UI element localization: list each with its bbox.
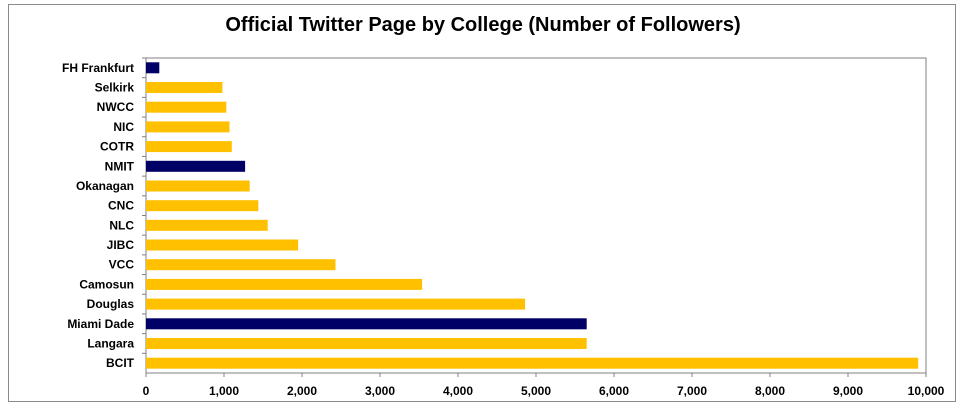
- x-tick-label: 2,000: [287, 384, 317, 398]
- x-tick-label: 9,000: [833, 384, 863, 398]
- bar: [146, 180, 250, 192]
- category-label: NMIT: [105, 159, 135, 173]
- bar: [146, 160, 246, 172]
- bar: [146, 318, 587, 330]
- bar: [146, 239, 299, 251]
- category-label: FH Frankfurt: [62, 61, 134, 75]
- x-tick-label: 1,000: [209, 384, 239, 398]
- category-label: Camosun: [79, 277, 134, 291]
- bar: [146, 219, 268, 231]
- x-tick-label: 0: [143, 384, 150, 398]
- category-label: Douglas: [87, 297, 135, 311]
- x-tick-label: 10,000: [908, 384, 945, 398]
- chart-title: Official Twitter Page by College (Number…: [225, 14, 741, 36]
- category-label: NLC: [109, 218, 134, 232]
- category-label: CNC: [108, 199, 134, 213]
- bar: [146, 141, 232, 153]
- category-label: Okanagan: [76, 179, 134, 193]
- bar: [146, 259, 336, 271]
- bar: [146, 101, 227, 113]
- category-label: NIC: [113, 120, 134, 134]
- category-label: Langara: [87, 337, 134, 351]
- category-label: JIBC: [107, 238, 135, 252]
- bar: [146, 338, 587, 349]
- category-label: Miami Dade: [67, 317, 134, 331]
- bar: [146, 82, 223, 93]
- bar: [146, 298, 526, 310]
- category-label: BCIT: [106, 356, 135, 370]
- x-tick-label: 4,000: [443, 384, 473, 398]
- category-label: COTR: [100, 140, 134, 154]
- bar: [146, 200, 259, 212]
- x-tick-label: 8,000: [755, 384, 785, 398]
- bar: [146, 62, 160, 74]
- category-label: Selkirk: [95, 81, 135, 95]
- x-tick-label: 5,000: [521, 384, 551, 398]
- bar: [146, 121, 230, 133]
- category-label: VCC: [109, 258, 135, 272]
- x-tick-label: 3,000: [365, 384, 395, 398]
- category-label: NWCC: [97, 100, 135, 114]
- bar: [146, 278, 423, 290]
- x-tick-label: 6,000: [599, 384, 629, 398]
- x-tick-label: 7,000: [677, 384, 707, 398]
- bar: [146, 357, 919, 369]
